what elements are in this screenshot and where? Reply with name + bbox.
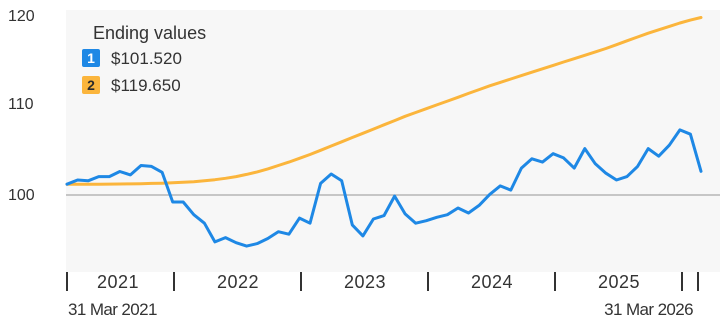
y-tick-label: 120: [8, 8, 35, 25]
series-group: [65, 16, 703, 248]
legend-badge-2: [82, 76, 100, 94]
legend-badge-number: 1: [87, 50, 95, 66]
y-tick-label: 100: [8, 187, 35, 204]
legend-value: $119.650: [111, 76, 181, 95]
series-line-2: [65, 16, 703, 186]
x-year-label: 2022: [217, 272, 259, 292]
plot-area: [66, 10, 720, 272]
legend-value: $101.520: [111, 49, 182, 68]
x-year-label: 2021: [97, 272, 139, 292]
legend: Ending values 1 $101.520 2 $119.650: [82, 23, 206, 95]
x-axis: 2021 2022 2023 2024 2025 31 Mar 2021 31 …: [66, 272, 699, 319]
y-tick-label: 110: [8, 96, 34, 113]
y-axis: 120 110 100: [8, 8, 35, 204]
x-end-date-label: 31 Mar 2026: [604, 300, 693, 319]
legend-badge-number: 2: [87, 77, 95, 93]
x-year-label: 2024: [471, 272, 513, 292]
legend-title: Ending values: [93, 23, 206, 43]
x-year-label: 2025: [598, 272, 640, 292]
x-year-label: 2023: [344, 272, 386, 292]
x-start-date-label: 31 Mar 2021: [68, 300, 157, 319]
legend-badge-1: [82, 49, 100, 67]
series-line-1: [65, 128, 703, 248]
